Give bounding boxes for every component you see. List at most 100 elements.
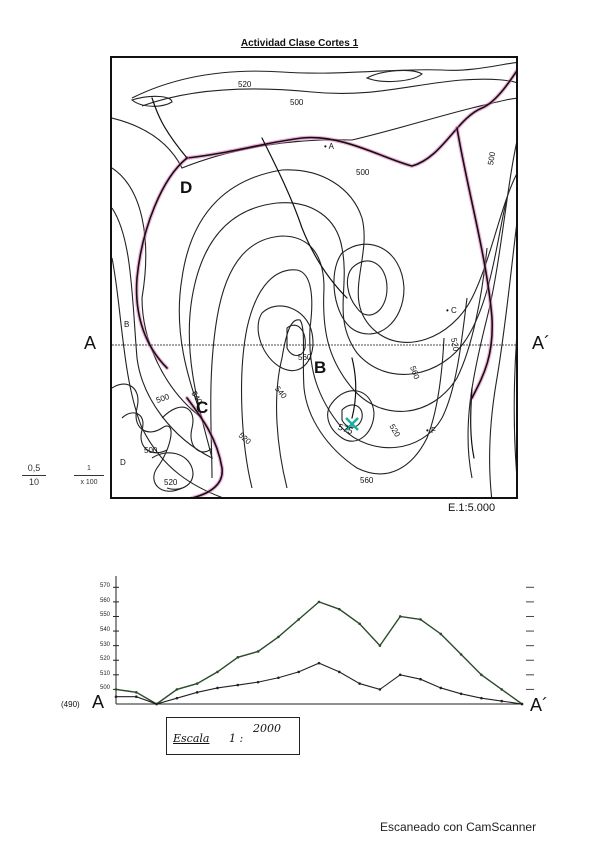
- note-ratio-top: 1: [74, 462, 104, 476]
- point-marker-d: D: [120, 458, 126, 467]
- profile-point: [338, 670, 341, 674]
- contour-line: [210, 235, 488, 479]
- note-ratio-bottom: x 100: [80, 479, 98, 486]
- point-label-c: C: [196, 398, 209, 417]
- y-tick-label: 510: [99, 670, 110, 677]
- contour-label: 500: [290, 98, 304, 107]
- y-tick-label: 520: [99, 656, 110, 663]
- profile-point: [317, 600, 321, 604]
- contour-label: 560: [298, 353, 312, 362]
- profile-point: [297, 670, 300, 674]
- profile-base-elevation: (490): [61, 700, 80, 709]
- profile-label-right: A´: [530, 695, 548, 715]
- contour-label: 500: [356, 168, 370, 177]
- contour-line: [112, 383, 183, 492]
- handwritten-fraction: 0,5 10: [22, 462, 46, 489]
- contour-label: 520: [238, 80, 252, 89]
- contour-line: [286, 324, 306, 357]
- profile-point: [277, 635, 280, 639]
- profile-point: [459, 653, 463, 656]
- point-marker-c: • C: [446, 306, 457, 315]
- scale-box-value: 2000: [253, 722, 281, 735]
- contour-line: [488, 225, 516, 497]
- contour-label: 500: [144, 446, 158, 455]
- profile-point: [378, 644, 382, 647]
- profile-point: [338, 607, 341, 611]
- note-numerator: 0,5: [22, 462, 46, 476]
- point-label-b: B: [314, 358, 327, 377]
- scanner-watermark: Escaneado con CamScanner: [380, 820, 537, 834]
- y-tick-label: 530: [99, 641, 110, 648]
- contour-line: [141, 78, 516, 107]
- profile-point: [520, 702, 524, 706]
- profile-point: [459, 692, 463, 696]
- profile-point: [175, 696, 179, 700]
- profile-point: [114, 695, 118, 699]
- y-tick-label: 550: [99, 612, 110, 619]
- contour-line: [161, 406, 213, 453]
- profile-point: [236, 683, 240, 687]
- y-tick-label: 500: [99, 685, 110, 692]
- profile-point: [419, 618, 422, 621]
- elevation-profile: [82, 572, 552, 712]
- contour-label: 560: [360, 476, 374, 485]
- profile-label-left: A: [92, 692, 105, 712]
- profile-point: [317, 661, 321, 665]
- section-label-left: A: [84, 333, 97, 353]
- profile-point: [358, 622, 361, 626]
- contour-line: [112, 257, 223, 497]
- contour-label: 520: [164, 478, 178, 487]
- profile-point: [135, 695, 138, 699]
- summit-cross: [345, 417, 359, 431]
- note-denominator: 10: [28, 477, 39, 487]
- y-tick-label: 570: [99, 583, 110, 590]
- scale-box-word: Escala: [173, 732, 210, 745]
- topographic-map: 520 500 500 500 500 520 520 540 560 520 …: [110, 56, 518, 499]
- profile-point: [256, 680, 260, 684]
- contour-line: [130, 95, 173, 107]
- profile-point: [480, 696, 483, 700]
- point-marker-b: B: [124, 320, 130, 329]
- profile-point: [195, 682, 199, 685]
- profile-point: [378, 688, 382, 691]
- section-label-right: A´: [532, 333, 550, 353]
- profile-point: [398, 673, 402, 677]
- profile-point: [480, 673, 483, 677]
- profile-point: [398, 615, 402, 618]
- profile-point: [216, 686, 219, 690]
- profile-point: [175, 688, 179, 691]
- contour-line: [131, 61, 516, 99]
- y-tick-label: 560: [99, 597, 110, 604]
- contour-line: [240, 269, 468, 489]
- handwritten-ratio: 1 x 100: [74, 462, 104, 489]
- point-marker-f: • F: [426, 426, 436, 435]
- contour-line: [121, 412, 168, 454]
- contour-line: [341, 404, 363, 428]
- point-label-d: D: [180, 178, 193, 197]
- profile-point: [114, 688, 118, 691]
- profile-point: [297, 618, 300, 621]
- scale-box: Escala 1 : 2000: [166, 717, 300, 755]
- contour-line: [365, 69, 423, 83]
- y-tick-label: 540: [99, 627, 110, 634]
- profile-point: [419, 677, 422, 681]
- contour-line: [112, 167, 516, 420]
- contour-line: [333, 243, 405, 335]
- point-marker-a: • A: [324, 142, 334, 151]
- profile-point: [216, 670, 219, 674]
- contour-line: [151, 452, 194, 490]
- profile-point: [256, 650, 260, 653]
- contour-line: [112, 197, 508, 460]
- contour-line: [513, 339, 516, 473]
- profile-point: [500, 699, 504, 703]
- profile-point: [439, 632, 443, 636]
- contour-line: [467, 142, 516, 479]
- profile-point: [358, 682, 361, 685]
- profile-point: [195, 691, 199, 694]
- profile-point: [236, 656, 240, 659]
- map-scale: E.1:5.000: [448, 502, 496, 514]
- scale-box-prefix: 1 :: [229, 732, 244, 745]
- profile-point: [439, 686, 443, 690]
- profile-point: [500, 688, 504, 691]
- profile-point: [277, 676, 280, 680]
